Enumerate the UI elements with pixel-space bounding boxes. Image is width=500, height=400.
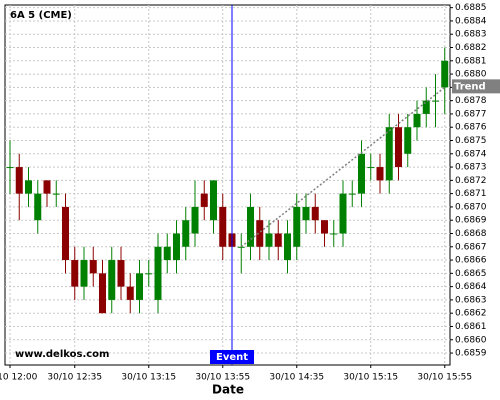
trend-line <box>240 86 446 248</box>
plot-area <box>4 4 451 366</box>
x-tick-label: 30/10 15:15 <box>343 373 398 383</box>
candle-body <box>15 167 23 194</box>
y-tick-label: 0.6867 <box>455 242 487 252</box>
x-axis-label: Date <box>212 383 244 397</box>
candle-body <box>80 260 88 287</box>
candle-body <box>293 206 301 247</box>
candle-body <box>89 260 97 274</box>
candle-body <box>62 206 69 261</box>
candle-body <box>247 206 254 247</box>
candle-body <box>321 220 328 234</box>
candle-body <box>219 206 227 247</box>
watermark: www.delkos.com <box>15 349 109 360</box>
y-tick-label: 0.6865 <box>455 269 487 279</box>
x-tick-label: 30/10 15:55 <box>417 373 472 383</box>
y-tick-label: 0.6881 <box>455 56 487 66</box>
candle-body <box>422 100 430 114</box>
candle-body <box>99 273 106 314</box>
y-tick-label: 0.6868 <box>455 229 487 239</box>
candle-body <box>136 273 143 300</box>
y-tick-label: 0.6882 <box>455 43 487 53</box>
y-tick-label: 0.6872 <box>455 176 487 186</box>
candle-body <box>145 273 153 275</box>
candle-body <box>108 260 116 300</box>
candle-body <box>395 127 402 168</box>
y-tick-label: 0.6878 <box>455 96 487 106</box>
y-tick-label: 0.6877 <box>455 109 487 119</box>
candle-body <box>432 100 439 102</box>
candle-body <box>348 193 356 195</box>
candle-body <box>210 180 217 221</box>
y-tick-label: 0.6875 <box>455 136 487 146</box>
candle-body <box>71 260 79 287</box>
candle-body <box>302 206 310 221</box>
event-label-box <box>210 350 254 364</box>
candle-body <box>126 286 134 300</box>
candle-body <box>265 233 273 247</box>
candle-body <box>311 206 319 221</box>
y-tick-label: 0.6885 <box>455 3 487 13</box>
y-tick-label: 0.6874 <box>455 149 487 159</box>
y-tick-label: 0.6884 <box>455 16 487 26</box>
candle-body <box>200 193 208 207</box>
y-tick-label: 0.6862 <box>455 309 487 319</box>
y-tick-label: 0.6864 <box>455 282 487 292</box>
y-tick-label: 0.6873 <box>455 163 487 173</box>
y-tick-label: 0.6876 <box>455 123 487 133</box>
candle-body <box>339 193 347 234</box>
y-tick-label: 0.6870 <box>455 202 487 212</box>
candle-body <box>237 246 245 248</box>
y-tick-label: 0.6860 <box>455 335 487 345</box>
candle-body <box>330 233 338 235</box>
candle-body <box>274 233 282 247</box>
candle-body <box>441 60 449 88</box>
candle-body <box>173 233 180 261</box>
y-tick-label: 0.6871 <box>455 189 487 199</box>
y-tick-label: 0.6880 <box>455 70 487 80</box>
candle-body <box>256 220 264 247</box>
event-label: Event <box>216 352 248 363</box>
candle-body <box>367 167 375 169</box>
candle-body <box>385 127 393 181</box>
x-tick-label: 30/10 13:55 <box>195 373 250 383</box>
x-tick-label: 30/10 12:35 <box>47 373 102 383</box>
candle-body <box>191 206 199 234</box>
candle-body <box>404 127 412 154</box>
y-tick-label: 0.6861 <box>455 322 487 332</box>
y-tick-label: 0.6859 <box>455 349 487 359</box>
candle-body <box>413 113 421 128</box>
chart-title: 6A 5 (CME) <box>10 10 72 21</box>
candle-body <box>52 193 60 195</box>
y-tick-label: 0.6863 <box>455 295 487 305</box>
trend-label-box <box>452 79 500 94</box>
candle-body <box>34 193 42 221</box>
x-tick-label: 30/10 12:00 <box>0 373 38 383</box>
candle-body <box>284 233 291 261</box>
candle-body <box>182 220 190 247</box>
x-tick-label: 30/10 13:15 <box>121 373 176 383</box>
y-tick-label: 0.6869 <box>455 216 487 226</box>
candle-body <box>6 167 14 169</box>
candle-body <box>43 180 51 194</box>
candle-body <box>163 246 171 261</box>
x-tick-label: 30/10 14:35 <box>269 373 324 383</box>
candle-body <box>358 153 365 194</box>
candle-body <box>376 167 384 181</box>
candle-body <box>154 246 162 300</box>
candle-body <box>117 260 125 287</box>
candle-body <box>25 180 32 194</box>
y-tick-label: 0.6866 <box>455 256 487 266</box>
y-tick-label: 0.6883 <box>455 30 487 40</box>
trend-label: Trend <box>454 81 486 92</box>
marks <box>6 47 449 314</box>
